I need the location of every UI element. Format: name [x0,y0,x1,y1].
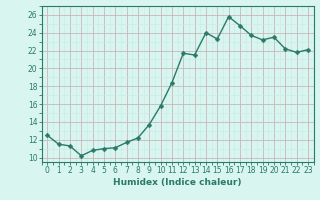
X-axis label: Humidex (Indice chaleur): Humidex (Indice chaleur) [113,178,242,187]
